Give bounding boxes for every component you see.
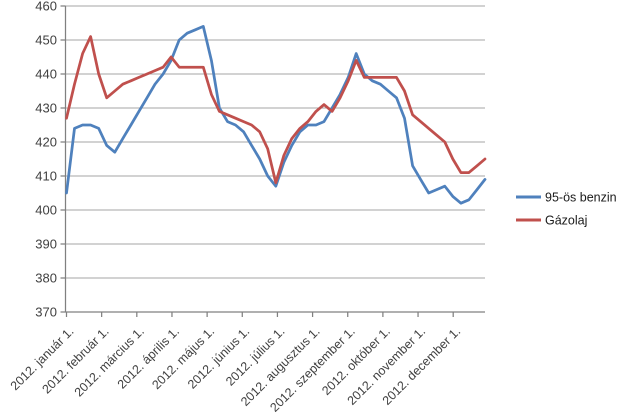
- gridlines: [65, 5, 485, 313]
- y-tick-label-460: 460: [35, 0, 57, 14]
- x-tick-label-month-5: 2012. május 1.: [149, 324, 217, 392]
- y-tick-label-450: 450: [35, 33, 57, 48]
- data-series-lines: [65, 25, 487, 205]
- legend: 95-ös benzin Gázolaj: [516, 191, 617, 228]
- y-tick-label-380: 380: [35, 271, 57, 286]
- legend-item-gazolaj: Gázolaj: [516, 214, 587, 228]
- y-axis-tick-labels: 370 380 390 400 410 420 430 440 450 460: [35, 0, 57, 320]
- x-axis-tick-labels: 2012. január 1.2012. február 1.2012. már…: [8, 324, 464, 414]
- y-tick-label-440: 440: [35, 67, 57, 82]
- legend-gazolaj-label: Gázolaj: [545, 214, 587, 228]
- legend-benzin-label: 95-ös benzin: [545, 191, 617, 205]
- y-tick-label-390: 390: [35, 237, 57, 252]
- axes: [60, 5, 485, 317]
- x-tick-label-month-4: 2012. április 1.: [115, 324, 182, 391]
- x-tick-label-month-6: 2012. június 1.: [185, 324, 252, 391]
- y-tick-label-400: 400: [35, 203, 57, 218]
- y-tick-label-370: 370: [35, 305, 57, 320]
- legend-item-benzin: 95-ös benzin: [516, 191, 617, 205]
- y-tick-label-420: 420: [35, 135, 57, 150]
- series-line-g-zolaj: [65, 35, 487, 185]
- y-tick-label-410: 410: [35, 169, 57, 184]
- series-line-95-s-benzin: [65, 25, 487, 205]
- y-tick-label-430: 430: [35, 101, 57, 116]
